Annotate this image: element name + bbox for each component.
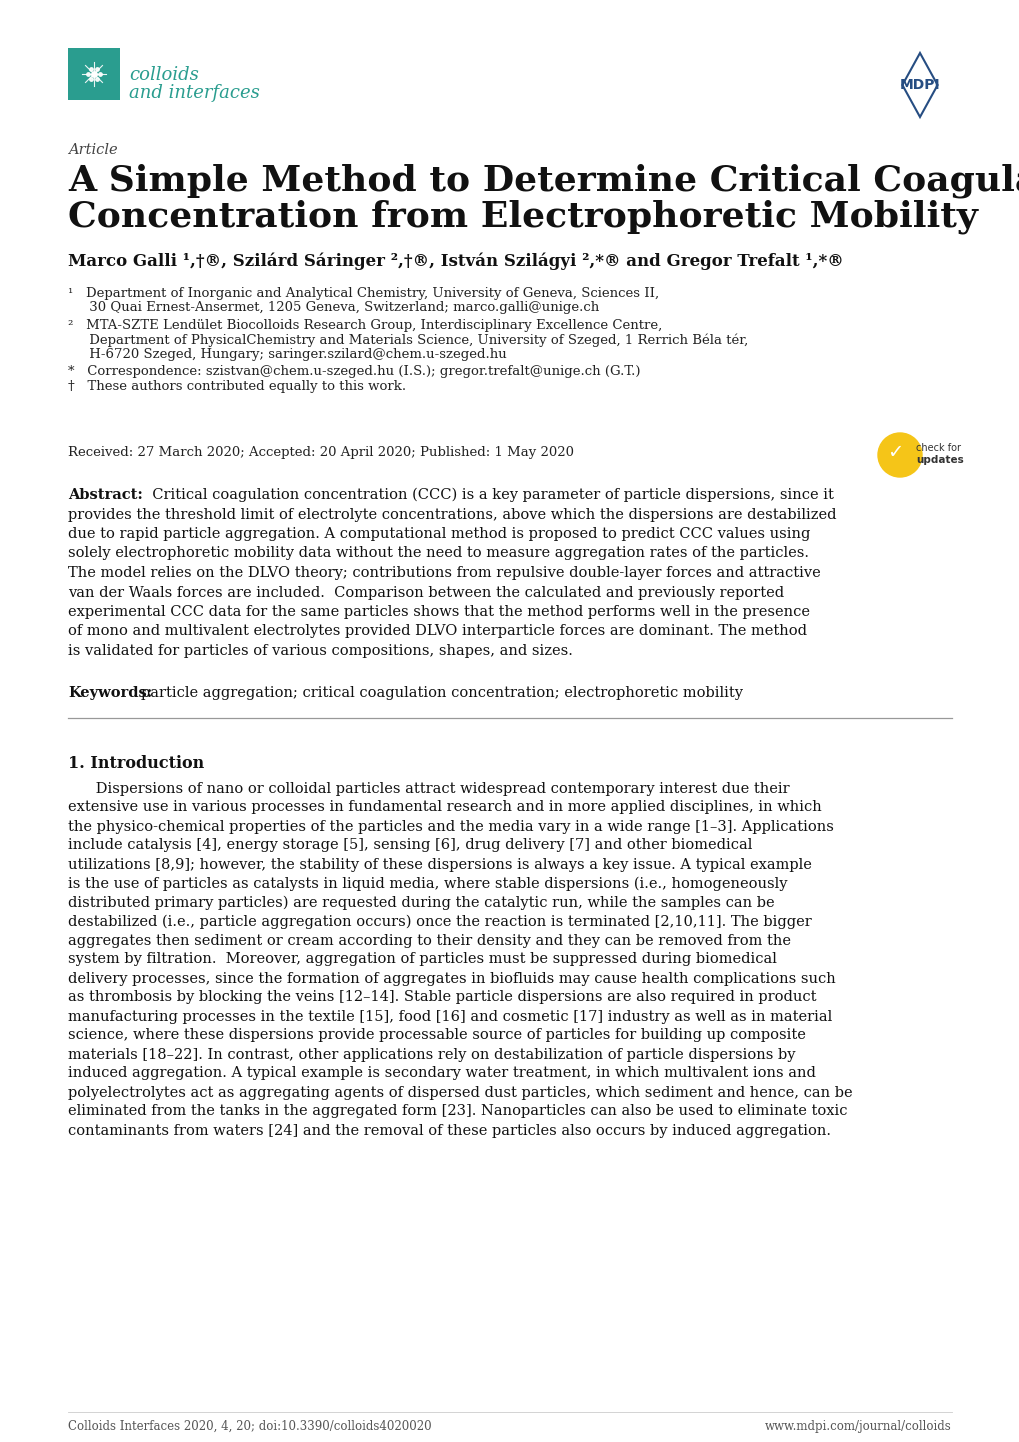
Circle shape <box>877 433 921 477</box>
Text: Marco Galli ¹,†®, Szilárd Sáringer ²,†®, István Szilágyi ²,*® and Gregor Trefalt: Marco Galli ¹,†®, Szilárd Sáringer ²,†®,… <box>68 252 843 270</box>
Text: Concentration from Electrophoretic Mobility: Concentration from Electrophoretic Mobil… <box>68 200 977 235</box>
Text: colloids: colloids <box>128 66 199 84</box>
Text: updates: updates <box>915 456 963 464</box>
Text: Department of PhysicalChemistry and Materials Science, University of Szeged, 1 R: Department of PhysicalChemistry and Mate… <box>68 333 748 348</box>
Text: science, where these dispersions provide processable source of particles for bui: science, where these dispersions provide… <box>68 1028 805 1043</box>
Text: ✓: ✓ <box>886 443 902 461</box>
Text: Abstract:: Abstract: <box>68 487 143 502</box>
Text: contaminants from waters [24] and the removal of these particles also occurs by : contaminants from waters [24] and the re… <box>68 1123 830 1138</box>
Text: 30 Quai Ernest-Ansermet, 1205 Geneva, Switzerland; marco.galli@unige.ch: 30 Quai Ernest-Ansermet, 1205 Geneva, Sw… <box>68 301 599 314</box>
Text: system by filtration.  Moreover, aggregation of particles must be suppressed dur: system by filtration. Moreover, aggregat… <box>68 953 776 966</box>
Text: extensive use in various processes in fundamental research and in more applied d: extensive use in various processes in fu… <box>68 800 821 815</box>
Text: delivery processes, since the formation of aggregates in biofluids may cause hea: delivery processes, since the formation … <box>68 972 835 985</box>
Text: the physico-chemical properties of the particles and the media vary in a wide ra: the physico-chemical properties of the p… <box>68 819 834 833</box>
Text: particle aggregation; critical coagulation concentration; electrophoretic mobili: particle aggregation; critical coagulati… <box>141 685 742 699</box>
Text: Keywords:: Keywords: <box>68 685 152 699</box>
Text: as thrombosis by blocking the veins [12–14]. Stable particle dispersions are als: as thrombosis by blocking the veins [12–… <box>68 991 815 1005</box>
Text: 1. Introduction: 1. Introduction <box>68 756 204 773</box>
Text: The model relies on the DLVO theory; contributions from repulsive double-layer f: The model relies on the DLVO theory; con… <box>68 567 820 580</box>
Text: aggregates then sediment or cream according to their density and they can be rem: aggregates then sediment or cream accord… <box>68 933 790 947</box>
Text: Colloids Interfaces 2020, 4, 20; doi:10.3390/colloids4020020: Colloids Interfaces 2020, 4, 20; doi:10.… <box>68 1420 431 1433</box>
Text: www.mdpi.com/journal/colloids: www.mdpi.com/journal/colloids <box>764 1420 951 1433</box>
Text: experimental CCC data for the same particles shows that the method performs well: experimental CCC data for the same parti… <box>68 606 809 619</box>
Text: ²   MTA-SZTE Lendület Biocolloids Research Group, Interdisciplinary Excellence C: ² MTA-SZTE Lendület Biocolloids Research… <box>68 319 661 332</box>
Text: solely electrophoretic mobility data without the need to measure aggregation rat: solely electrophoretic mobility data wit… <box>68 547 808 561</box>
Text: of mono and multivalent electrolytes provided DLVO interparticle forces are domi: of mono and multivalent electrolytes pro… <box>68 624 806 639</box>
Text: due to rapid particle aggregation. A computational method is proposed to predict: due to rapid particle aggregation. A com… <box>68 526 809 541</box>
Text: Received: 27 March 2020; Accepted: 20 April 2020; Published: 1 May 2020: Received: 27 March 2020; Accepted: 20 Ap… <box>68 446 574 459</box>
Text: eliminated from the tanks in the aggregated form [23]. Nanoparticles can also be: eliminated from the tanks in the aggrega… <box>68 1105 847 1119</box>
Text: and interfaces: and interfaces <box>128 84 260 102</box>
Text: polyelectrolytes act as aggregating agents of dispersed dust particles, which se: polyelectrolytes act as aggregating agen… <box>68 1086 852 1099</box>
Text: A Simple Method to Determine Critical Coagulation: A Simple Method to Determine Critical Co… <box>68 164 1019 199</box>
Text: Article: Article <box>68 143 117 157</box>
FancyBboxPatch shape <box>68 48 120 99</box>
Text: Critical coagulation concentration (CCC) is a key parameter of particle dispersi: Critical coagulation concentration (CCC)… <box>143 487 834 502</box>
Text: utilizations [8,9]; however, the stability of these dispersions is always a key : utilizations [8,9]; however, the stabili… <box>68 858 811 871</box>
Text: distributed primary particles) are requested during the catalytic run, while the: distributed primary particles) are reque… <box>68 895 773 910</box>
Text: MDPI: MDPI <box>899 78 940 92</box>
Text: check for: check for <box>915 443 960 453</box>
Text: is the use of particles as catalysts in liquid media, where stable dispersions (: is the use of particles as catalysts in … <box>68 877 787 891</box>
Text: manufacturing processes in the textile [15], food [16] and cosmetic [17] industr: manufacturing processes in the textile [… <box>68 1009 832 1024</box>
Text: is validated for particles of various compositions, shapes, and sizes.: is validated for particles of various co… <box>68 645 573 658</box>
Text: ¹   Department of Inorganic and Analytical Chemistry, University of Geneva, Scie: ¹ Department of Inorganic and Analytical… <box>68 287 658 300</box>
Text: materials [18–22]. In contrast, other applications rely on destabilization of pa: materials [18–22]. In contrast, other ap… <box>68 1047 795 1061</box>
Text: induced aggregation. A typical example is secondary water treatment, in which mu: induced aggregation. A typical example i… <box>68 1067 815 1080</box>
Text: Dispersions of nano or colloidal particles attract widespread contemporary inter: Dispersions of nano or colloidal particl… <box>68 782 789 796</box>
Text: *   Correspondence: szistvan@chem.u-szeged.hu (I.S.); gregor.trefalt@unige.ch (G: * Correspondence: szistvan@chem.u-szeged… <box>68 365 640 378</box>
Text: H-6720 Szeged, Hungary; saringer.szilard@chem.u-szeged.hu: H-6720 Szeged, Hungary; saringer.szilard… <box>68 348 506 360</box>
Text: provides the threshold limit of electrolyte concentrations, above which the disp: provides the threshold limit of electrol… <box>68 508 836 522</box>
Text: †   These authors contributed equally to this work.: † These authors contributed equally to t… <box>68 381 406 394</box>
Text: include catalysis [4], energy storage [5], sensing [6], drug delivery [7] and ot: include catalysis [4], energy storage [5… <box>68 838 752 852</box>
Text: destabilized (i.e., particle aggregation occurs) once the reaction is terminated: destabilized (i.e., particle aggregation… <box>68 914 811 929</box>
Text: van der Waals forces are included.  Comparison between the calculated and previo: van der Waals forces are included. Compa… <box>68 585 784 600</box>
